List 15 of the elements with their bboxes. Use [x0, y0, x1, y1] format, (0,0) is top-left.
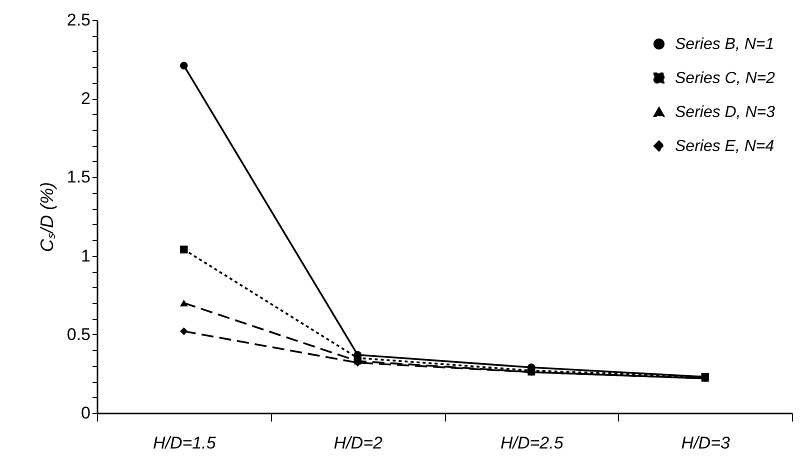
legend-label: Series C, N=2: [675, 70, 776, 87]
y-axis-title: Cₛ/D (%): [36, 182, 57, 252]
y-tick-label: 1: [81, 246, 90, 266]
y-tick-label: 0: [81, 404, 90, 422]
x-tick-label: H/D=2.5: [500, 434, 564, 452]
x-tick-label: H/D=3: [681, 434, 730, 452]
legend-label: Series D, N=3: [675, 104, 776, 121]
legend-label: Series E, N=4: [675, 138, 774, 155]
y-tick-label: 2.5: [66, 10, 90, 30]
x-tick-label: H/D=1.5: [152, 434, 216, 452]
legend-label: Series B, N=1: [675, 36, 774, 53]
y-tick-label: 1.5: [66, 168, 90, 187]
y-tick-label: 0.5: [66, 324, 90, 344]
y-tick-label: 2: [81, 89, 90, 108]
x-tick-label: H/D=2: [334, 434, 383, 452]
